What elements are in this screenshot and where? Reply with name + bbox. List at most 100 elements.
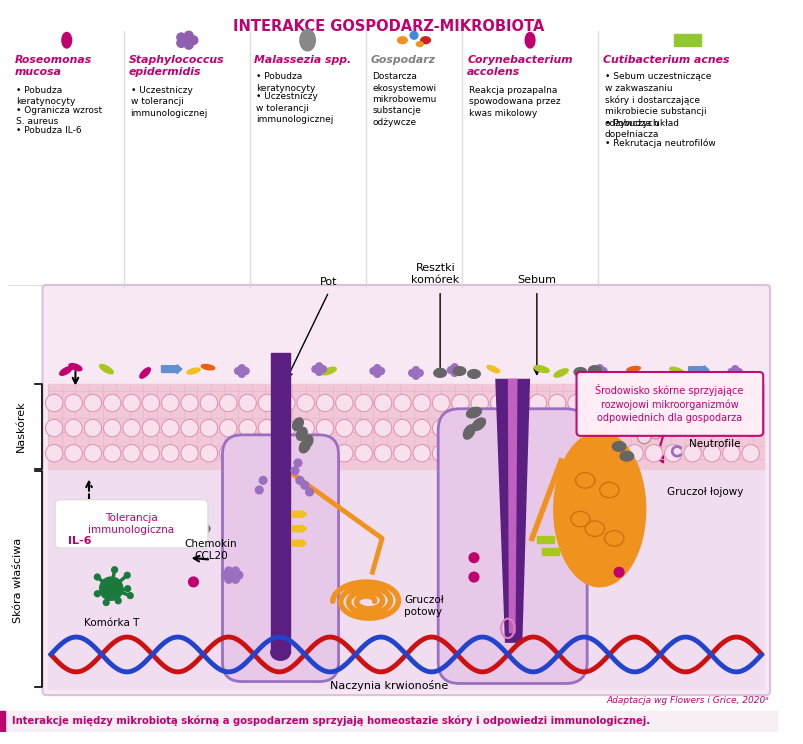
Circle shape: [625, 420, 642, 437]
Ellipse shape: [471, 418, 485, 431]
Circle shape: [567, 420, 585, 437]
Circle shape: [258, 394, 275, 411]
Circle shape: [238, 420, 256, 437]
Ellipse shape: [622, 369, 634, 377]
Circle shape: [490, 445, 507, 462]
Circle shape: [605, 445, 623, 462]
Circle shape: [115, 598, 121, 603]
Circle shape: [683, 420, 700, 437]
Circle shape: [127, 593, 133, 598]
Ellipse shape: [420, 36, 430, 44]
Circle shape: [177, 33, 185, 42]
Circle shape: [586, 420, 604, 437]
Circle shape: [596, 365, 602, 371]
Bar: [48, 466, 763, 689]
Circle shape: [335, 394, 353, 411]
Bar: [541, 548, 558, 555]
Circle shape: [592, 368, 598, 374]
Circle shape: [727, 368, 734, 376]
Ellipse shape: [196, 524, 210, 533]
Text: IL-6: IL-6: [67, 536, 91, 546]
Ellipse shape: [271, 645, 290, 660]
Ellipse shape: [553, 369, 568, 377]
Circle shape: [200, 420, 218, 437]
Circle shape: [84, 420, 101, 437]
Text: Corynebacterium
accolens: Corynebacterium accolens: [467, 55, 572, 77]
Circle shape: [258, 445, 275, 462]
Ellipse shape: [619, 452, 633, 461]
Text: Dostarcza
ekosystemowi
mikrobowemu
substancje
odżywcze: Dostarcza ekosystemowi mikrobowemu subst…: [372, 72, 436, 127]
Circle shape: [446, 367, 454, 373]
Circle shape: [65, 394, 82, 411]
Circle shape: [605, 394, 623, 411]
Circle shape: [200, 445, 218, 462]
Bar: [0, 711, 5, 732]
Text: Neutrofile: Neutrofile: [688, 438, 740, 449]
Circle shape: [596, 371, 602, 377]
FancyArrow shape: [291, 539, 306, 547]
Ellipse shape: [416, 42, 422, 46]
Bar: [536, 536, 553, 543]
Circle shape: [412, 373, 419, 379]
Text: Komórka T: Komórka T: [84, 618, 139, 628]
Text: Tolerancja
immunologiczna: Tolerancja immunologiczna: [88, 513, 174, 535]
Circle shape: [490, 394, 507, 411]
Ellipse shape: [69, 364, 82, 371]
Ellipse shape: [302, 435, 312, 448]
Text: INTERAKCE GOSPODARZ-MIKROBIOTA: INTERAKCE GOSPODARZ-MIKROBIOTA: [233, 19, 544, 34]
Circle shape: [373, 365, 380, 371]
Circle shape: [432, 394, 449, 411]
Ellipse shape: [626, 367, 639, 372]
Text: Naczynia krwionośne: Naczynia krwionośne: [329, 680, 447, 691]
Text: Pot: Pot: [320, 277, 337, 287]
Circle shape: [112, 567, 117, 573]
Circle shape: [393, 394, 410, 411]
Text: Roseomonas
mucosa: Roseomonas mucosa: [14, 55, 92, 77]
Circle shape: [46, 394, 63, 411]
Circle shape: [316, 368, 322, 376]
Circle shape: [548, 420, 565, 437]
Circle shape: [305, 488, 313, 496]
Circle shape: [184, 31, 193, 40]
Ellipse shape: [201, 365, 214, 370]
Circle shape: [46, 445, 63, 462]
Circle shape: [225, 575, 232, 583]
Circle shape: [731, 366, 738, 373]
Circle shape: [222, 571, 229, 579]
Circle shape: [432, 445, 449, 462]
FancyArrow shape: [291, 525, 306, 533]
Circle shape: [238, 371, 245, 377]
Ellipse shape: [300, 30, 315, 51]
Circle shape: [277, 394, 295, 411]
Text: • Ogranicza wzrost
S. aureus: • Ogranicza wzrost S. aureus: [16, 106, 103, 126]
Circle shape: [722, 420, 739, 437]
Circle shape: [731, 371, 738, 378]
Circle shape: [741, 445, 758, 462]
Text: Gruczoł łojowy: Gruczoł łojowy: [666, 487, 743, 497]
Circle shape: [741, 394, 758, 411]
PathPatch shape: [507, 379, 517, 633]
Ellipse shape: [292, 418, 303, 431]
FancyBboxPatch shape: [222, 435, 338, 682]
Circle shape: [316, 445, 333, 462]
Ellipse shape: [186, 368, 200, 374]
Circle shape: [181, 420, 198, 437]
Ellipse shape: [669, 368, 683, 375]
Circle shape: [586, 394, 604, 411]
Circle shape: [548, 445, 565, 462]
Circle shape: [412, 367, 419, 373]
Text: Interakcje między mikrobiotą skórną a gospodarzem sprzyjają homeostazie skóry i : Interakcje między mikrobiotą skórną a go…: [11, 716, 649, 726]
Text: Naskórek: Naskórek: [16, 400, 26, 452]
Circle shape: [123, 420, 140, 437]
Circle shape: [238, 445, 256, 462]
Bar: [0, 711, 777, 732]
Circle shape: [123, 394, 140, 411]
Ellipse shape: [410, 31, 418, 39]
Circle shape: [393, 445, 410, 462]
Circle shape: [644, 445, 662, 462]
Circle shape: [225, 567, 232, 575]
Text: • Uczestniczy
w tolerancji
immunologicznej: • Uczestniczy w tolerancji immunologiczn…: [256, 92, 333, 124]
Ellipse shape: [453, 367, 465, 376]
Circle shape: [231, 575, 239, 583]
Circle shape: [104, 394, 120, 411]
